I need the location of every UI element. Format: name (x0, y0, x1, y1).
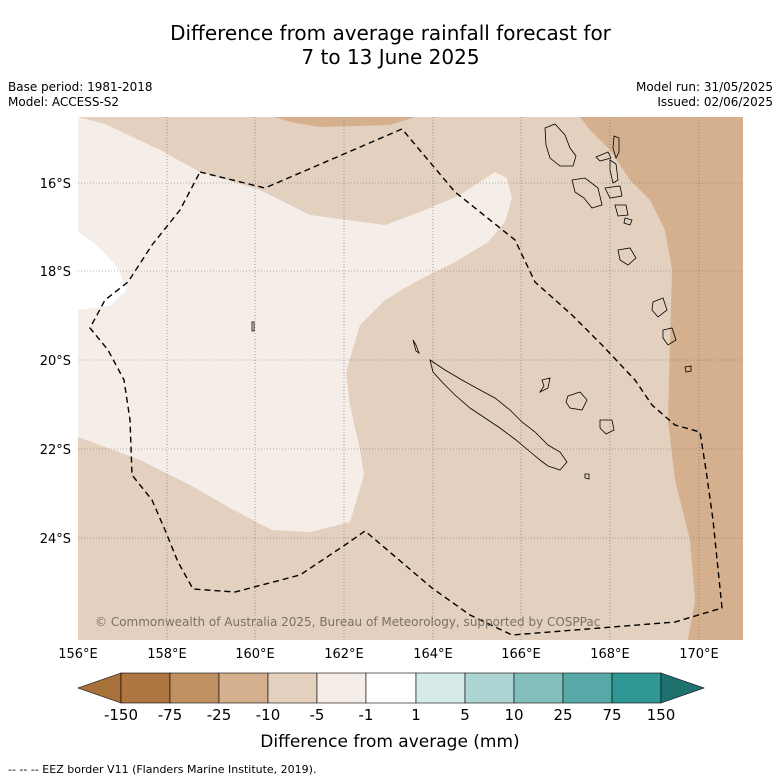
eez-border (89, 128, 723, 636)
colorbar-arrow-right (660, 672, 705, 704)
colorbar-tick-label: 1 (411, 706, 421, 724)
title-line-1: Difference from average rainfall forecas… (170, 21, 611, 45)
walpole-islet (584, 473, 590, 480)
pentecost-island (609, 159, 619, 184)
colorbar-segment (464, 672, 515, 704)
base-period: Base period: 1981-2018 (8, 80, 153, 94)
band-neg1-neg5 (78, 117, 512, 532)
band-neg10-neg25-top (275, 117, 415, 127)
lat-label: 24°S (40, 532, 71, 547)
colorbar-segment (415, 672, 466, 704)
colorbar (77, 672, 705, 704)
colorbar-segment (513, 672, 564, 704)
islet-a (251, 321, 255, 332)
ambrym-island (604, 185, 623, 199)
band-neg10-neg25-east (580, 117, 743, 640)
meta-right: Model run: 31/05/2025 Issued: 02/06/2025 (636, 80, 773, 110)
colorbar-tick-label: 150 (647, 706, 676, 724)
ambae-island (595, 151, 612, 162)
colorbar-tick-labels: -150 -75 -25 -10 -5 -1 1 5 10 25 75 150 (104, 706, 675, 724)
lifou-island (565, 391, 588, 411)
colorbar-tick-label: 10 (504, 706, 523, 724)
gridlines (78, 117, 743, 640)
colorbar-segment (316, 672, 367, 704)
colorbar-segment (562, 672, 613, 704)
aneityum-island (684, 365, 692, 373)
mare-island (599, 419, 615, 435)
copyright-text: © Commonwealth of Australia 2025, Bureau… (95, 615, 600, 629)
lon-label: 158°E (147, 647, 187, 662)
lon-label: 164°E (413, 647, 453, 662)
new-caledonia-island (429, 359, 568, 471)
model-run: Model run: 31/05/2025 (635, 80, 773, 94)
colorbar-segment (218, 672, 269, 704)
colorbar-tick-label: -25 (207, 706, 232, 724)
tanna-island (662, 327, 677, 346)
efate-island (617, 247, 637, 266)
lon-label: 166°E (501, 647, 541, 662)
colorbar-tick-label: -150 (104, 706, 138, 724)
issued-date: Issued: 02/06/2025 (657, 95, 773, 109)
colorbar-tick-label: -75 (158, 706, 183, 724)
epi-island (614, 204, 629, 217)
colorbar-segment (120, 672, 171, 704)
lon-label: 168°E (590, 647, 630, 662)
lon-label: 160°E (235, 647, 275, 662)
colorbar-tick-label: -1 (359, 706, 374, 724)
colorbar-label: Difference from average (mm) (260, 732, 519, 752)
lon-label: 156°E (58, 647, 98, 662)
colorbar-segment (169, 672, 220, 704)
erromango-island (651, 297, 668, 318)
colorbar-segment (611, 672, 662, 704)
colorbar-tick-label: 5 (460, 706, 470, 724)
map-area (78, 117, 743, 640)
title-line-2: 7 to 13 June 2025 (301, 45, 480, 69)
espiritu-santo-island (544, 123, 577, 167)
shepherd-islets (623, 217, 633, 226)
model-name: Model: ACCESS-S2 (8, 95, 120, 109)
colorbar-segment (267, 672, 318, 704)
malekula-island (571, 177, 603, 209)
ouvea-island (538, 377, 551, 394)
colorbar-segment (365, 672, 417, 704)
lon-label: 170°E (679, 647, 719, 662)
colorbar-tick-label: 75 (602, 706, 621, 724)
eez-footnote: -- -- -- EEZ border V11 (Flanders Marine… (8, 763, 317, 776)
lat-label: 22°S (40, 443, 71, 458)
meta-left: Base period: 1981-2018 Model: ACCESS-S2 (8, 80, 153, 110)
latitude-labels: 16°S 18°S 20°S 22°S 24°S (40, 177, 71, 547)
lon-label: 162°E (324, 647, 364, 662)
belep-islet (412, 339, 420, 355)
colorbar-tick-label: 25 (553, 706, 572, 724)
lat-label: 16°S (40, 177, 71, 192)
colorbar-tick-label: -10 (256, 706, 281, 724)
longitude-labels: 156°E 158°E 160°E 162°E 164°E 166°E 168°… (58, 647, 719, 662)
lat-label: 20°S (40, 354, 71, 369)
maewo-island (612, 135, 620, 160)
colorbar-tick-label: -5 (310, 706, 325, 724)
lat-label: 18°S (40, 265, 71, 280)
colorbar-arrow-left (77, 672, 122, 704)
